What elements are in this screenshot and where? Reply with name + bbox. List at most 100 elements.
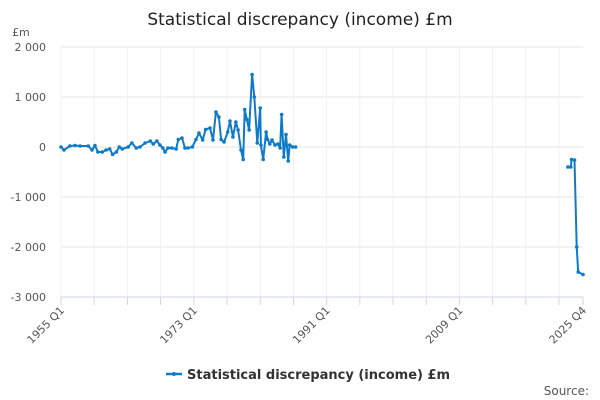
data-point bbox=[158, 143, 162, 147]
data-point bbox=[120, 147, 125, 151]
data-point bbox=[569, 165, 573, 169]
data-point bbox=[208, 126, 212, 130]
data-point bbox=[161, 146, 165, 150]
data-point bbox=[117, 145, 122, 149]
data-point bbox=[86, 144, 91, 148]
legend[interactable]: Statistical discrepancy (income) £m bbox=[166, 368, 450, 383]
data-point bbox=[176, 137, 181, 142]
data-point bbox=[194, 137, 198, 142]
x-tick-label: 1991 Q1 bbox=[290, 304, 333, 347]
data-point bbox=[222, 140, 226, 144]
data-point bbox=[148, 139, 153, 143]
data-point bbox=[138, 145, 142, 149]
data-point bbox=[572, 158, 577, 162]
data-point bbox=[576, 270, 581, 274]
data-point bbox=[231, 135, 235, 139]
data-point bbox=[268, 142, 272, 146]
y-tick-label: 1 000 bbox=[15, 91, 47, 104]
data-point bbox=[143, 141, 147, 145]
legend-label: Statistical discrepancy (income) £m bbox=[187, 368, 450, 383]
data-point bbox=[217, 115, 221, 119]
x-tick-label: 1973 Q1 bbox=[157, 304, 200, 347]
data-point bbox=[581, 272, 585, 277]
data-point bbox=[284, 132, 288, 137]
data-point bbox=[258, 106, 263, 110]
data-point bbox=[126, 145, 130, 149]
data-point bbox=[250, 72, 254, 77]
x-axis: 1955 Q1 1973 Q1 1991 Q1 2009 Q1 2025 Q4 bbox=[25, 296, 590, 347]
y-tick-label: -1 000 bbox=[11, 191, 46, 204]
data-point bbox=[190, 145, 195, 149]
data-point bbox=[90, 148, 94, 152]
series-line bbox=[567, 158, 584, 276]
y-axis-label: £m bbox=[12, 26, 30, 39]
y-tick-label: -3 000 bbox=[11, 291, 46, 304]
data-point bbox=[276, 142, 280, 146]
data-point bbox=[183, 146, 187, 150]
data-point bbox=[59, 145, 63, 149]
data-point bbox=[104, 148, 108, 152]
data-point bbox=[130, 141, 134, 145]
data-point bbox=[197, 131, 201, 135]
data-point bbox=[265, 137, 270, 142]
y-tick-label: 0 bbox=[39, 141, 46, 154]
data-point bbox=[239, 148, 243, 152]
data-point bbox=[78, 144, 82, 148]
x-tick-label: 1955 Q1 bbox=[25, 304, 68, 347]
data-point bbox=[214, 110, 218, 114]
data-point bbox=[252, 95, 257, 99]
data-point bbox=[264, 130, 268, 134]
plot-area bbox=[59, 72, 585, 277]
data-point bbox=[68, 144, 72, 148]
data-point bbox=[259, 143, 263, 147]
data-point bbox=[225, 130, 230, 134]
data-point bbox=[566, 165, 570, 169]
data-point bbox=[241, 157, 246, 162]
data-point bbox=[93, 143, 97, 148]
data-point bbox=[155, 139, 159, 143]
data-point bbox=[286, 159, 291, 163]
data-point bbox=[62, 148, 66, 152]
data-point bbox=[180, 136, 184, 140]
x-tick-label: 2009 Q1 bbox=[423, 304, 466, 347]
data-point bbox=[174, 147, 178, 151]
data-point bbox=[261, 157, 265, 162]
data-point bbox=[169, 146, 174, 150]
data-point bbox=[186, 146, 190, 150]
data-point bbox=[151, 142, 156, 146]
data-point bbox=[569, 157, 574, 162]
data-point bbox=[574, 245, 579, 249]
y-tick-label: 2 000 bbox=[15, 41, 47, 54]
data-point bbox=[287, 143, 292, 147]
data-point bbox=[242, 107, 247, 112]
data-point bbox=[200, 138, 205, 142]
data-point bbox=[73, 143, 77, 148]
data-point bbox=[166, 146, 170, 150]
legend-marker-icon bbox=[172, 372, 176, 376]
data-point bbox=[282, 155, 286, 159]
data-point bbox=[100, 150, 105, 154]
data-point bbox=[96, 150, 100, 154]
data-point bbox=[247, 128, 251, 132]
data-point bbox=[211, 138, 215, 142]
data-point bbox=[293, 145, 298, 149]
source-label: Source: bbox=[544, 384, 589, 398]
y-axis: 2 000 1 000 0 -1 000 -2 000 -3 000 bbox=[11, 41, 46, 304]
data-point bbox=[245, 117, 249, 122]
data-point bbox=[279, 112, 284, 117]
data-point bbox=[134, 146, 139, 150]
data-point bbox=[278, 146, 282, 150]
data-point bbox=[163, 150, 167, 154]
data-point bbox=[255, 141, 260, 145]
data-point bbox=[203, 127, 208, 132]
data-point bbox=[273, 143, 277, 147]
x-tick-label: 2025 Q4 bbox=[547, 304, 590, 347]
gridlines bbox=[60, 46, 583, 297]
data-point bbox=[234, 120, 238, 124]
data-point bbox=[114, 150, 119, 154]
data-point bbox=[219, 137, 223, 142]
data-point bbox=[110, 152, 115, 157]
data-point bbox=[236, 128, 240, 132]
data-point bbox=[270, 138, 274, 142]
